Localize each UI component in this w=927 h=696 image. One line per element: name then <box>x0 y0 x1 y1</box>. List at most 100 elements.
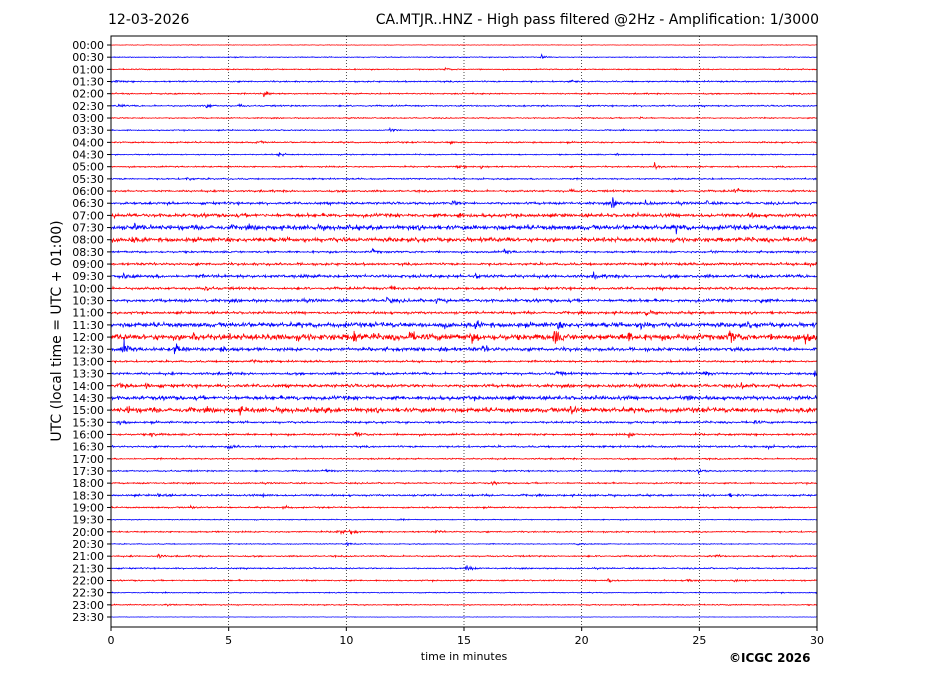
x-tick-label: 10 <box>339 634 353 647</box>
y-tick-label: 12:30 <box>72 343 104 356</box>
trace-0700 <box>110 211 818 220</box>
x-tick-label: 5 <box>225 634 232 647</box>
trace-0200 <box>110 91 818 98</box>
trace-2000 <box>110 529 818 536</box>
y-tick-label: 00:00 <box>72 39 104 52</box>
y-tick-label: 22:30 <box>72 587 104 600</box>
y-tick-label: 23:00 <box>72 599 104 612</box>
x-tick-label: 20 <box>575 634 589 647</box>
trace-1730 <box>110 468 818 475</box>
trace-2200 <box>110 577 818 584</box>
y-tick-label: 04:00 <box>72 136 104 149</box>
y-tick-label: 13:30 <box>72 368 104 381</box>
trace-0800 <box>110 235 818 244</box>
y-tick-label: 16:00 <box>72 428 104 441</box>
x-tick-label: 30 <box>810 634 824 647</box>
y-tick-label: 10:00 <box>72 282 104 295</box>
trace-1700 <box>110 456 818 461</box>
trace-0000 <box>111 44 818 46</box>
y-tick-label: 16:30 <box>72 441 104 454</box>
y-tick-label: 02:30 <box>72 100 104 113</box>
y-tick-label: 08:30 <box>72 246 104 259</box>
trace-0100 <box>110 66 818 71</box>
y-tick-label: 02:00 <box>72 88 104 101</box>
y-tick-label: 21:00 <box>72 550 104 563</box>
y-tick-label: 05:30 <box>72 173 104 186</box>
y-tick-label: 18:00 <box>72 477 104 490</box>
y-tick-label: 01:00 <box>72 63 104 76</box>
y-tick-label: 11:00 <box>72 307 104 320</box>
trace-1330 <box>110 370 818 377</box>
trace-1930 <box>110 517 817 522</box>
y-tick-label: 17:00 <box>72 453 104 466</box>
x-axis-label: time in minutes <box>420 650 508 663</box>
y-tick-label: 01:30 <box>72 76 104 89</box>
y-tick-label: 22:00 <box>72 574 104 587</box>
trace-1130 <box>110 320 818 331</box>
trace-0030 <box>110 53 817 59</box>
trace-1100 <box>110 309 818 317</box>
y-tick-label: 08:00 <box>72 234 104 247</box>
trace-0500 <box>110 162 818 171</box>
y-tick-label: 18:30 <box>72 489 104 502</box>
y-tick-label: 23:30 <box>72 611 104 624</box>
trace-1830 <box>110 492 818 498</box>
y-tick-label: 17:30 <box>72 465 104 478</box>
trace-2300 <box>110 603 818 607</box>
trace-1300 <box>110 358 818 365</box>
y-tick-label: 13:00 <box>72 355 104 368</box>
y-tick-label: 09:00 <box>72 258 104 271</box>
trace-2100 <box>110 553 818 559</box>
y-tick-label: 05:00 <box>72 161 104 174</box>
trace-0230 <box>110 103 818 109</box>
y-tick-label: 09:30 <box>72 270 104 283</box>
trace-0400 <box>111 140 818 146</box>
y-tick-label: 07:30 <box>72 222 104 235</box>
y-tick-label: 03:00 <box>72 112 104 125</box>
y-tick-label: 15:30 <box>72 416 104 429</box>
x-tick-label: 15 <box>457 634 471 647</box>
trace-2330 <box>110 616 818 618</box>
trace-0630 <box>110 197 817 208</box>
y-tick-label: 03:30 <box>72 124 104 137</box>
y-tick-label: 14:30 <box>72 392 104 405</box>
y-tick-label: 06:30 <box>72 197 104 210</box>
trace-1030 <box>110 296 818 304</box>
trace-2230 <box>110 590 818 595</box>
trace-0130 <box>110 79 818 84</box>
y-tick-label: 21:30 <box>72 562 104 575</box>
trace-1200 <box>110 330 818 345</box>
copyright-credit: ©ICGC 2026 <box>729 651 811 665</box>
trace-1430 <box>110 394 818 402</box>
y-tick-label: 19:30 <box>72 514 104 527</box>
trace-1000 <box>111 284 818 292</box>
trace-1400 <box>110 382 818 390</box>
trace-0730 <box>110 222 818 235</box>
y-tick-label: 20:00 <box>72 526 104 539</box>
trace-1900 <box>110 504 817 510</box>
y-tick-label: 20:30 <box>72 538 104 551</box>
y-tick-label: 00:30 <box>72 51 104 64</box>
trace-0530 <box>110 176 818 182</box>
trace-1630 <box>110 443 818 451</box>
trace-1230 <box>110 338 818 355</box>
y-tick-label: 11:30 <box>72 319 104 332</box>
trace-2030 <box>110 541 818 547</box>
trace-1600 <box>111 431 818 439</box>
y-tick-label: 06:00 <box>72 185 104 198</box>
trace-1500 <box>110 405 818 416</box>
trace-0430 <box>111 152 818 157</box>
trace-0600 <box>110 187 818 194</box>
chart-title: CA.MTJR..HNZ - High pass filtered @2Hz -… <box>375 12 819 28</box>
y-tick-label: 14:00 <box>72 380 104 393</box>
y-tick-label: 12:00 <box>72 331 104 344</box>
trace-0830 <box>110 247 818 255</box>
trace-0930 <box>110 271 818 281</box>
x-tick-label: 0 <box>108 634 115 647</box>
trace-1530 <box>110 419 818 426</box>
y-tick-label: 04:30 <box>72 149 104 162</box>
x-tick-label: 25 <box>692 634 706 647</box>
y-tick-label: 10:30 <box>72 295 104 308</box>
trace-0330 <box>110 126 817 133</box>
